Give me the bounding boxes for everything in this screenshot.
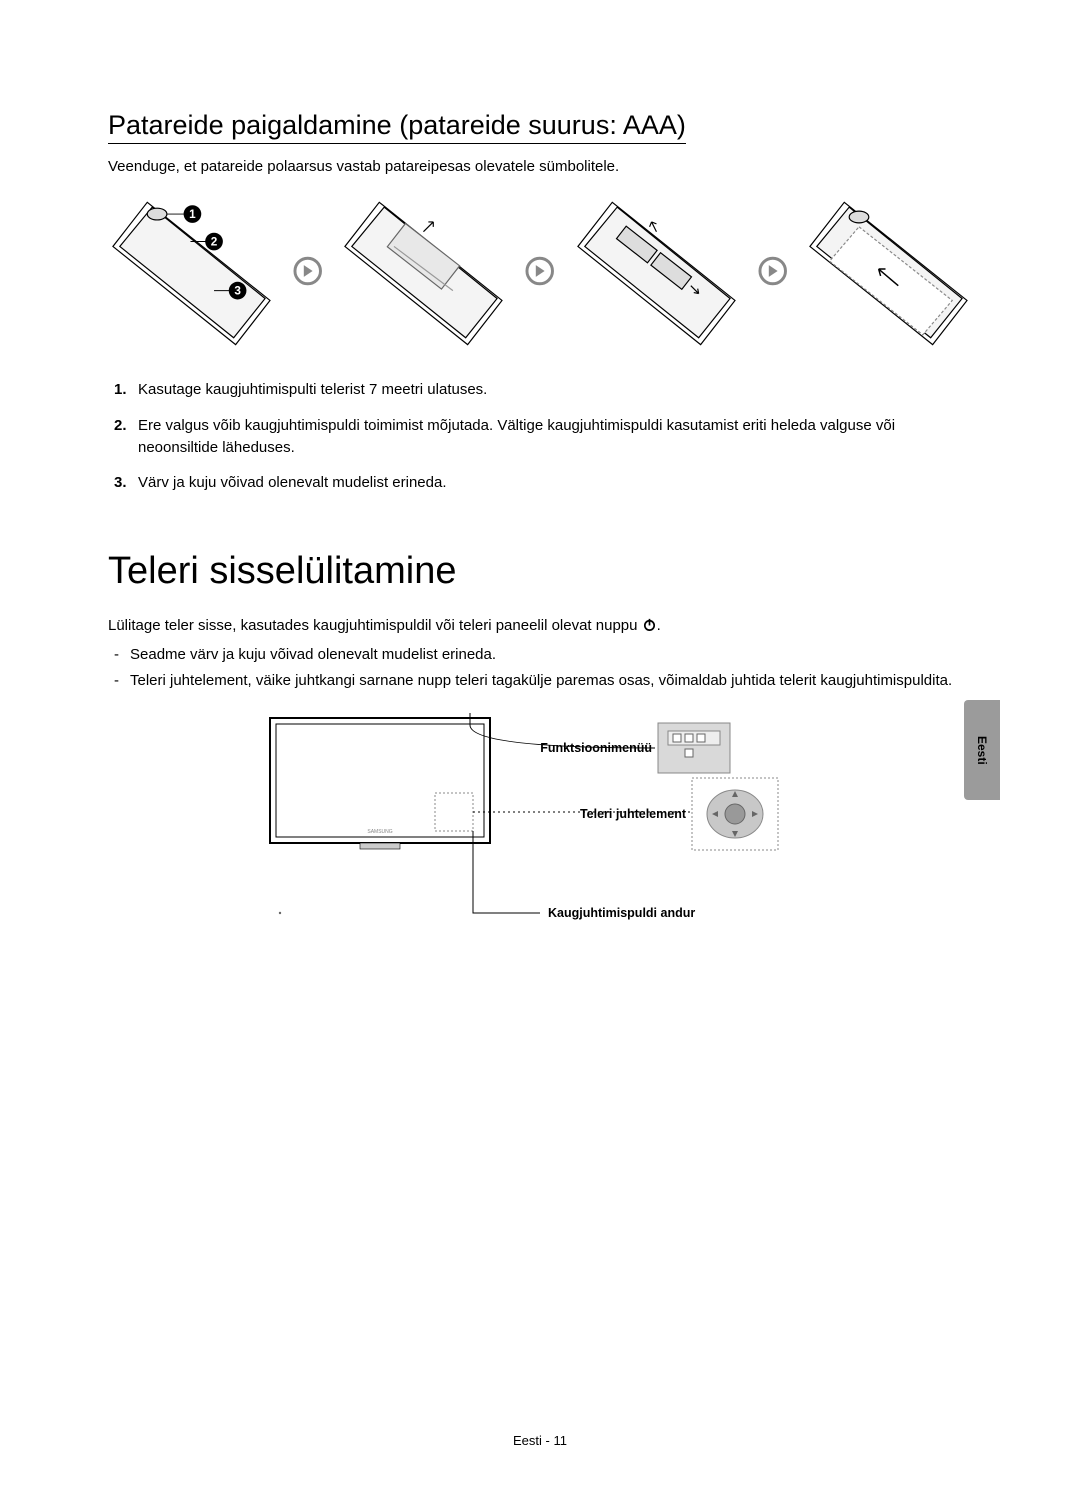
battery-heading: Patareide paigaldamine (patareide suurus… [108,110,686,144]
power-on-section: Teleri sisselülitamine Lülitage teler si… [108,550,972,923]
list-item: Teleri juhtelement, väike juhtkangi sarn… [108,670,972,693]
power-heading: Teleri sisselülitamine [108,550,972,593]
tv-diagram: SAMSUNG Funktsioonimenüü [260,713,820,923]
remote-step-4 [805,191,972,351]
power-intro-post: . [657,617,661,634]
svg-text:1: 1 [189,208,196,221]
manual-page: Patareide paigaldamine (patareide suurus… [0,0,1080,1494]
list-item: Kasutage kaugjuhtimispulti telerist 7 me… [114,379,972,401]
battery-notes-list: Kasutage kaugjuhtimispulti telerist 7 me… [114,379,972,494]
svg-text:3: 3 [234,285,241,298]
arrow-icon [525,256,554,286]
svg-text:SAMSUNG: SAMSUNG [367,829,392,835]
remote-step-2 [340,191,507,351]
power-intro-pre: Lülitage teler sisse, kasutades kaugjuht… [108,617,642,634]
arrow-icon [293,256,322,286]
power-icon [642,617,657,632]
page-footer: Eesti - 11 [0,1433,1080,1448]
language-tab-label: Eesti [975,736,989,765]
power-bullets: Seadme värv ja kuju võivad olenevalt mud… [108,644,972,693]
svg-text:Teleri juhtelement: Teleri juhtelement [580,807,687,821]
svg-text:2: 2 [211,235,218,248]
list-item: Ere valgus võib kaugjuhtimispuldi toimim… [114,415,972,459]
svg-text:Funktsioonimenüü: Funktsioonimenüü [540,741,652,755]
battery-intro: Veenduge, et patareide polaarsus vastab … [108,158,972,175]
arrow-icon [758,256,787,286]
remote-step-1: 1 2 3 [108,191,275,351]
language-tab: Eesti [964,700,1000,800]
remote-step-3 [573,191,740,351]
list-item: Seadme värv ja kuju võivad olenevalt mud… [108,644,972,667]
power-intro: Lülitage teler sisse, kasutades kaugjuht… [108,615,972,638]
list-item: Värv ja kuju võivad olenevalt mudelist e… [114,472,972,494]
svg-text:Kaugjuhtimispuldi andur: Kaugjuhtimispuldi andur [548,906,695,920]
battery-illustration-row: 1 2 3 [108,191,972,351]
battery-section: Patareide paigaldamine (patareide suurus… [108,110,972,494]
